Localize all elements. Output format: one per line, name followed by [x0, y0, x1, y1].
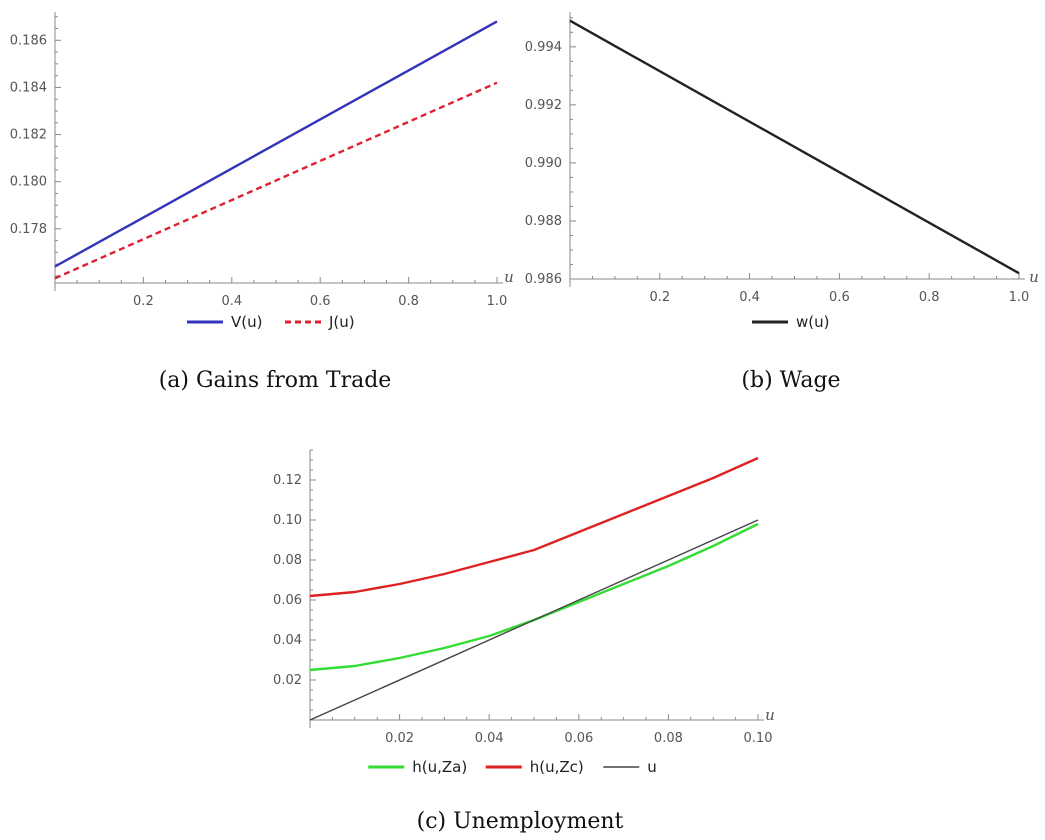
y-tick-label: 0.180: [10, 175, 47, 190]
x-axis-label: u: [765, 706, 775, 724]
chart-a: 0.2 0.4 0.6 0.8 1.0 0.178 0.180 0.182 0.184 0.186…: [10, 12, 514, 331]
y-tick-label: 0.186: [10, 33, 47, 48]
caption-a: (a) Gains from Trade: [159, 368, 392, 393]
series-line-1: [309, 456, 759, 598]
caption-c: (c) Unemployment: [417, 809, 624, 834]
legend-label: u: [647, 758, 657, 776]
y-tick-label: 0.06: [273, 593, 302, 608]
y-tick-label: 0.182: [10, 128, 47, 143]
y-tick-label: 0.184: [10, 80, 47, 95]
x-tick-label: 0.8: [398, 294, 419, 309]
series-line-0: [309, 522, 759, 672]
legend: V(u) J(u): [187, 313, 355, 331]
y-tick-label: 0.02: [273, 673, 302, 688]
x-tick-label: 1.0: [1009, 290, 1030, 305]
x-tick-label: 0.4: [221, 294, 242, 309]
legend-label: h(u,Za): [412, 758, 467, 776]
legend-label: h(u,Zc): [530, 758, 584, 776]
series-line-0: [54, 20, 498, 268]
x-axis-label: u: [504, 268, 514, 286]
series-line-2: [309, 519, 759, 721]
x-tick-label: 0.10: [744, 731, 773, 746]
series-line-0: [569, 19, 1020, 275]
x-tick-label: 0.02: [385, 731, 414, 746]
x-tick-label: 0.06: [564, 731, 593, 746]
x-tick-label: 1.0: [487, 294, 508, 309]
y-tick-label: 0.992: [525, 98, 562, 113]
x-tick-label: 0.08: [654, 731, 683, 746]
x-tick-label: 0.6: [310, 294, 331, 309]
x-axis-label: u: [1029, 268, 1039, 286]
y-tick-label: 0.178: [10, 222, 47, 237]
x-tick-label: 0.2: [133, 294, 154, 309]
x-tick-label: 0.4: [739, 290, 760, 305]
legend: w(u): [752, 313, 829, 331]
y-tick-label: 0.988: [525, 214, 562, 229]
chart-b: 0.2 0.4 0.6 0.8 1.0 0.986 0.988 0.990 0.992 0.994…: [525, 12, 1039, 331]
legend-label: J(u): [328, 313, 355, 331]
x-tick-label: 0.8: [919, 290, 940, 305]
x-tick-label: 0.2: [649, 290, 670, 305]
chart-c: 0.02 0.04 0.06 0.08 0.10 0.02 0.04 0.06 0.08 0.10…: [273, 449, 775, 776]
legend-label: V(u): [231, 313, 262, 331]
x-tick-label: 0.6: [829, 290, 850, 305]
x-tick-label: 0.04: [475, 731, 504, 746]
legend: h(u,Za) h(u,Zc) u: [368, 758, 657, 776]
caption-b: (b) Wage: [741, 368, 840, 393]
y-tick-label: 0.990: [525, 156, 562, 171]
y-tick-label: 0.12: [273, 473, 302, 488]
legend-label: w(u): [796, 313, 829, 331]
y-tick-label: 0.10: [273, 513, 302, 528]
y-tick-label: 0.986: [525, 272, 562, 287]
y-tick-label: 0.994: [525, 40, 562, 55]
series-line-1: [54, 81, 498, 280]
y-tick-label: 0.04: [273, 633, 302, 648]
y-tick-label: 0.08: [273, 553, 302, 568]
